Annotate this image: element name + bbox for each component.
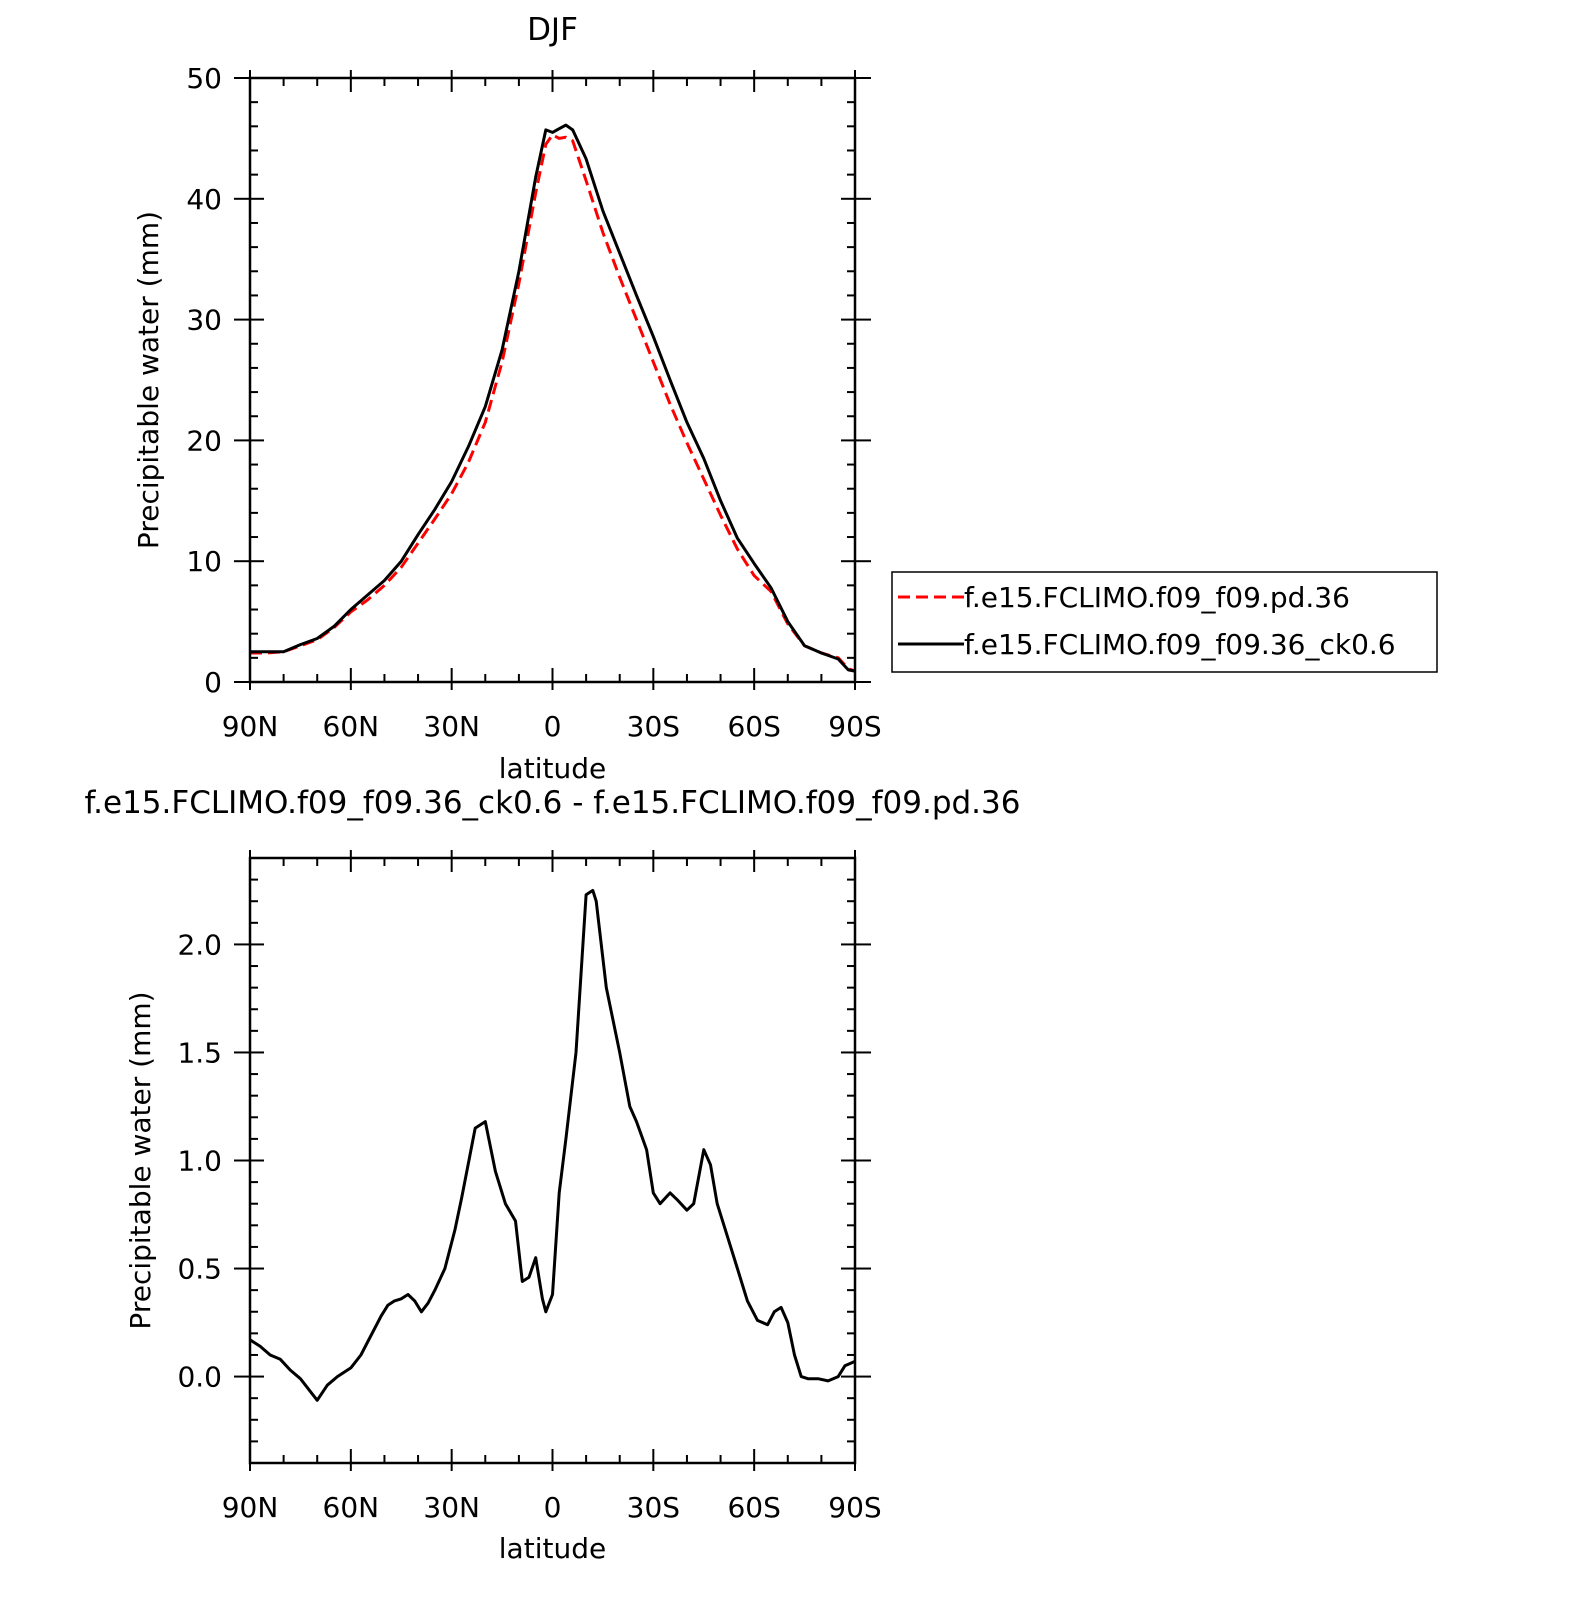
top-plot-frame <box>248 76 857 684</box>
x-tick-label: 30S <box>627 710 680 743</box>
legend-label-pd36: f.e15.FCLIMO.f09_f09.pd.36 <box>964 581 1350 614</box>
series-line-ck06 <box>250 123 855 673</box>
x-tick-label: 60N <box>323 710 380 743</box>
bottom-x-axis-label: latitude <box>499 1532 606 1565</box>
x-tick-label: 90S <box>828 1491 881 1524</box>
x-tick-label: 30N <box>423 1491 480 1524</box>
top-panel: DJF 90N 60N 30N 0 30S 60S 90S 0 10 20 30 40 50 latit… <box>132 12 1438 785</box>
y-tick-label: 50 <box>186 62 222 95</box>
y-tick-label: 10 <box>186 545 222 578</box>
y-tick-label: 2.0 <box>177 928 222 961</box>
bottom-panel: f.e15.FCLIMO.f09_f09.36_ck0.6 - f.e15.FC… <box>85 785 1021 1565</box>
top-x-axis-label: latitude <box>499 752 606 785</box>
y-tick-label: 20 <box>186 424 222 457</box>
y-tick-label: 1.0 <box>177 1145 222 1178</box>
x-tick-label: 60N <box>323 1491 380 1524</box>
series-line-pd36 <box>250 133 855 673</box>
x-tick-label: 0 <box>544 1491 562 1524</box>
y-tick-label: 1.5 <box>177 1036 222 1069</box>
y-tick-label: 30 <box>186 304 222 337</box>
x-tick-label: 60S <box>727 1491 780 1524</box>
x-tick-label: 30N <box>423 710 480 743</box>
y-tick-label: 40 <box>186 183 222 216</box>
bottom-plot-frame <box>248 856 857 1465</box>
top-y-axis-label: Precipitable water (mm) <box>132 211 165 549</box>
legend-box <box>891 571 1438 673</box>
bottom-chart-title: f.e15.FCLIMO.f09_f09.36_ck0.6 - f.e15.FC… <box>85 785 1021 821</box>
top-chart-title: DJF <box>527 12 578 48</box>
x-tick-label: 0 <box>544 710 562 743</box>
x-tick-label: 30S <box>627 1491 680 1524</box>
y-tick-label: 0.0 <box>177 1361 222 1394</box>
y-tick-label: 0.5 <box>177 1253 222 1286</box>
legend: f.e15.FCLIMO.f09_f09.pd.36 f.e15.FCLIMO.… <box>891 571 1438 673</box>
legend-label-ck06: f.e15.FCLIMO.f09_f09.36_ck0.6 <box>964 628 1396 661</box>
x-tick-label: 90N <box>222 1491 279 1524</box>
difference-series-line <box>250 888 855 1402</box>
x-tick-label: 60S <box>727 710 780 743</box>
x-tick-label: 90S <box>828 710 881 743</box>
bottom-y-axis-label: Precipitable water (mm) <box>124 991 157 1329</box>
x-tick-label: 90N <box>222 710 279 743</box>
y-tick-label: 0 <box>204 666 222 699</box>
